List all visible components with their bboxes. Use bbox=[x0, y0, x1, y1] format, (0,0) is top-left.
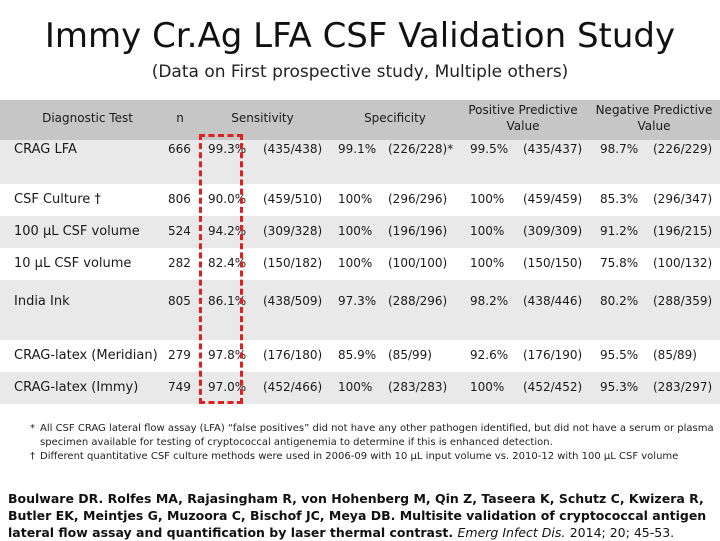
row-ppv-pct: 100% bbox=[470, 192, 505, 206]
row-ppv-frac: (459/459) bbox=[523, 192, 583, 206]
row-n: 666 bbox=[168, 142, 191, 156]
row-test: CRAG-latex (Immy) bbox=[14, 380, 139, 395]
row-specificity-pct: 99.1% bbox=[338, 142, 377, 156]
reference-citation: Boulware DR. Rolfes MA, Rajasingham R, v… bbox=[8, 490, 714, 541]
row-sensitivity-pct: 97.0% bbox=[208, 380, 247, 394]
header-sensitivity: Sensitivity bbox=[231, 111, 294, 125]
row-npv-frac: (296/347) bbox=[653, 192, 713, 206]
header-npv: Negative Predictive Value bbox=[590, 102, 718, 134]
row-ppv-frac: (435/437) bbox=[523, 142, 583, 156]
table-row-band bbox=[0, 372, 720, 404]
row-n: 279 bbox=[168, 348, 191, 362]
footnote-star-mark: * bbox=[30, 423, 35, 434]
row-n: 524 bbox=[168, 224, 191, 238]
row-test: 100 µL CSF volume bbox=[14, 224, 140, 239]
row-npv-pct: 95.3% bbox=[600, 380, 639, 394]
row-ppv-pct: 98.2% bbox=[470, 294, 509, 308]
row-specificity-frac: (226/228)* bbox=[388, 142, 454, 156]
row-specificity-pct: 100% bbox=[338, 192, 373, 206]
row-ppv-pct: 100% bbox=[470, 224, 505, 238]
row-specificity-pct: 85.9% bbox=[338, 348, 377, 362]
row-n: 282 bbox=[168, 256, 191, 270]
sensitivity-highlight-box bbox=[199, 134, 243, 404]
row-npv-pct: 98.7% bbox=[600, 142, 639, 156]
row-sensitivity-pct: 94.2% bbox=[208, 224, 247, 238]
row-npv-frac: (196/215) bbox=[653, 224, 713, 238]
row-npv-frac: (85/89) bbox=[653, 348, 697, 362]
row-npv-pct: 80.2% bbox=[600, 294, 639, 308]
row-specificity-pct: 100% bbox=[338, 380, 373, 394]
row-sensitivity-pct: 82.4% bbox=[208, 256, 247, 270]
row-sensitivity-frac: (176/180) bbox=[263, 348, 323, 362]
row-npv-frac: (100/132) bbox=[653, 256, 713, 270]
row-sensitivity-pct: 86.1% bbox=[208, 294, 247, 308]
header-ppv-line1: Positive Predictive bbox=[468, 103, 578, 117]
table-row-band bbox=[0, 280, 720, 340]
row-npv-frac: (283/297) bbox=[653, 380, 713, 394]
row-ppv-frac: (309/309) bbox=[523, 224, 583, 238]
row-npv-pct: 95.5% bbox=[600, 348, 639, 362]
row-specificity-frac: (283/283) bbox=[388, 380, 448, 394]
row-sensitivity-frac: (435/438) bbox=[263, 142, 323, 156]
row-ppv-pct: 100% bbox=[470, 380, 505, 394]
row-ppv-pct: 100% bbox=[470, 256, 505, 270]
row-test: CRAG LFA bbox=[14, 142, 77, 157]
header-ppv-line2: Value bbox=[506, 119, 540, 133]
header-specificity: Specificity bbox=[364, 111, 426, 125]
row-test: India Ink bbox=[14, 294, 70, 309]
table-row-band bbox=[0, 140, 720, 184]
header-n: n bbox=[176, 111, 184, 125]
row-specificity-frac: (196/196) bbox=[388, 224, 448, 238]
reference-volume: 2014; 20; 45-53. bbox=[569, 525, 675, 540]
row-ppv-frac: (150/150) bbox=[523, 256, 583, 270]
row-n: 749 bbox=[168, 380, 191, 394]
row-specificity-pct: 97.3% bbox=[338, 294, 377, 308]
row-specificity-frac: (100/100) bbox=[388, 256, 448, 270]
row-ppv-frac: (452/452) bbox=[523, 380, 583, 394]
row-ppv-frac: (176/190) bbox=[523, 348, 583, 362]
row-ppv-frac: (438/446) bbox=[523, 294, 583, 308]
row-npv-frac: (288/359) bbox=[653, 294, 713, 308]
table-header: Diagnostic Test n Sensitivity Specificit… bbox=[0, 100, 720, 140]
table-row-band bbox=[0, 216, 720, 248]
header-ppv: Positive Predictive Value bbox=[462, 102, 584, 134]
row-sensitivity-frac: (452/466) bbox=[263, 380, 323, 394]
page-title: Immy Cr.Ag LFA CSF Validation Study bbox=[44, 16, 676, 56]
row-npv-pct: 75.8% bbox=[600, 256, 639, 270]
row-specificity-pct: 100% bbox=[338, 256, 373, 270]
row-specificity-frac: (296/296) bbox=[388, 192, 448, 206]
row-sensitivity-pct: 90.0% bbox=[208, 192, 247, 206]
row-sensitivity-pct: 99.3% bbox=[208, 142, 247, 156]
page-subtitle: (Data on First prospective study, Multip… bbox=[151, 62, 569, 82]
footnote-star-line1: All CSF CRAG lateral flow assay (LFA) “f… bbox=[40, 423, 714, 434]
footnote-dagger-mark: † bbox=[30, 451, 35, 462]
row-specificity-frac: (85/99) bbox=[388, 348, 432, 362]
row-npv-frac: (226/229) bbox=[653, 142, 713, 156]
header-npv-line1: Negative Predictive bbox=[595, 103, 713, 117]
header-diagnostic-test: Diagnostic Test bbox=[42, 111, 133, 125]
row-sensitivity-frac: (459/510) bbox=[263, 192, 323, 206]
reference-journal: Emerg Infect Dis. bbox=[457, 525, 566, 540]
row-sensitivity-pct: 97.8% bbox=[208, 348, 247, 362]
row-ppv-pct: 92.6% bbox=[470, 348, 509, 362]
row-test: 10 µL CSF volume bbox=[14, 256, 132, 271]
row-test: CRAG-latex (Meridian) bbox=[14, 348, 158, 363]
row-specificity-pct: 100% bbox=[338, 224, 373, 238]
row-npv-pct: 85.3% bbox=[600, 192, 639, 206]
reference-authors: Boulware DR. Rolfes MA, Rajasingham R, v… bbox=[8, 491, 707, 540]
row-specificity-frac: (288/296) bbox=[388, 294, 448, 308]
row-npv-pct: 91.2% bbox=[600, 224, 639, 238]
row-sensitivity-frac: (150/182) bbox=[263, 256, 323, 270]
footnote-dagger-text: Different quantitative CSF culture metho… bbox=[40, 451, 679, 462]
row-n: 806 bbox=[168, 192, 191, 206]
row-n: 805 bbox=[168, 294, 191, 308]
row-sensitivity-frac: (309/328) bbox=[263, 224, 323, 238]
footnote-star-line2: specimen available for testing of crypto… bbox=[40, 437, 553, 448]
row-ppv-pct: 99.5% bbox=[470, 142, 509, 156]
row-test: CSF Culture † bbox=[14, 192, 101, 207]
row-sensitivity-frac: (438/509) bbox=[263, 294, 323, 308]
header-npv-line2: Value bbox=[637, 119, 671, 133]
